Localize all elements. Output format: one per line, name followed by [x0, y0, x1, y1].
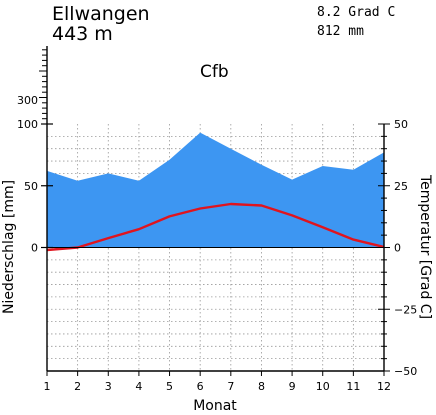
month-tick-label: 1: [44, 380, 51, 393]
right-tick-label: 0: [394, 242, 401, 255]
month-tick-label: 7: [227, 380, 234, 393]
month-tick-label: 3: [105, 380, 112, 393]
annual-precipitation: 812 mm: [317, 24, 364, 39]
month-tick-label: 8: [258, 380, 265, 393]
station-name: Ellwangen: [52, 3, 150, 25]
right-tick-label: 25: [394, 180, 408, 193]
left-tick-label: 50: [24, 180, 38, 193]
left-axis-title: Niederschlag [mm]: [1, 180, 17, 314]
left-tick-label: 100: [17, 118, 38, 131]
axis-ticks: [39, 49, 390, 376]
mean-temperature: 8.2 Grad C: [317, 5, 395, 20]
right-tick-label: 50: [394, 118, 408, 131]
left-tick-label: 0: [31, 242, 38, 255]
month-tick-label: 5: [166, 380, 173, 393]
month-tick-label: 6: [197, 380, 204, 393]
x-axis-title: Monat: [193, 398, 237, 414]
month-tick-label: 12: [377, 380, 391, 393]
temperature-line-layer: [46, 202, 385, 252]
climate-classification: Cfb: [200, 62, 229, 82]
month-tick-label: 10: [316, 380, 330, 393]
month-tick-label: 9: [289, 380, 296, 393]
right-axis-title: Temperatur [Grad C]: [417, 174, 433, 319]
month-tick-label: 2: [74, 380, 81, 393]
month-tick-label: 11: [346, 380, 360, 393]
left-tick-label: 300: [17, 94, 38, 107]
station-altitude: 443 m: [52, 23, 113, 45]
right-tick-label: −25: [394, 303, 417, 316]
month-tick-label: 4: [135, 380, 142, 393]
temperature-line: [46, 202, 385, 252]
right-tick-label: −50: [394, 365, 417, 378]
